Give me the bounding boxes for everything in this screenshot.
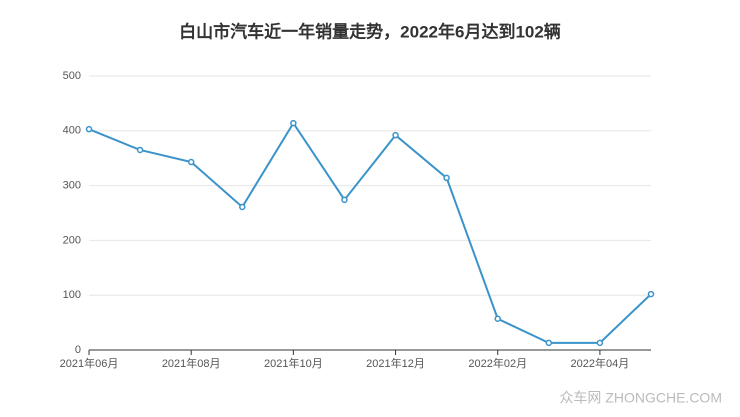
point bbox=[392, 131, 399, 139]
y-tick-label: 400 bbox=[63, 125, 81, 137]
y-tick-label: 300 bbox=[63, 180, 81, 192]
x-tick-label: 2022年02月 bbox=[468, 356, 527, 370]
y-tick-label: 0 bbox=[75, 344, 81, 356]
series-line bbox=[88, 121, 652, 344]
point bbox=[443, 174, 450, 182]
x-tick-label: 2021年08月 bbox=[162, 356, 221, 370]
y-tick-label: 500 bbox=[63, 70, 81, 82]
y-tick-label: 200 bbox=[63, 234, 81, 246]
point bbox=[596, 339, 604, 347]
point bbox=[545, 339, 553, 347]
y-tick-label: 100 bbox=[63, 289, 81, 301]
point bbox=[647, 290, 655, 298]
chart-title: 白山市汽车近一年销量走势，2022年6月达到102辆 bbox=[179, 21, 561, 41]
point bbox=[187, 158, 195, 166]
x-tick-label: 2021年12月 bbox=[366, 356, 425, 370]
point bbox=[494, 315, 501, 323]
point bbox=[290, 119, 297, 127]
point bbox=[136, 146, 144, 154]
x-tick-label: 2021年10月 bbox=[264, 356, 323, 370]
point bbox=[239, 203, 246, 211]
point bbox=[85, 125, 93, 133]
point bbox=[341, 196, 348, 204]
x-tick-label: 2022年04月 bbox=[571, 356, 630, 370]
x-tick-label: 2021年06月 bbox=[60, 356, 119, 370]
watermark: 众车网 ZHONGCHE.COM bbox=[559, 390, 722, 406]
